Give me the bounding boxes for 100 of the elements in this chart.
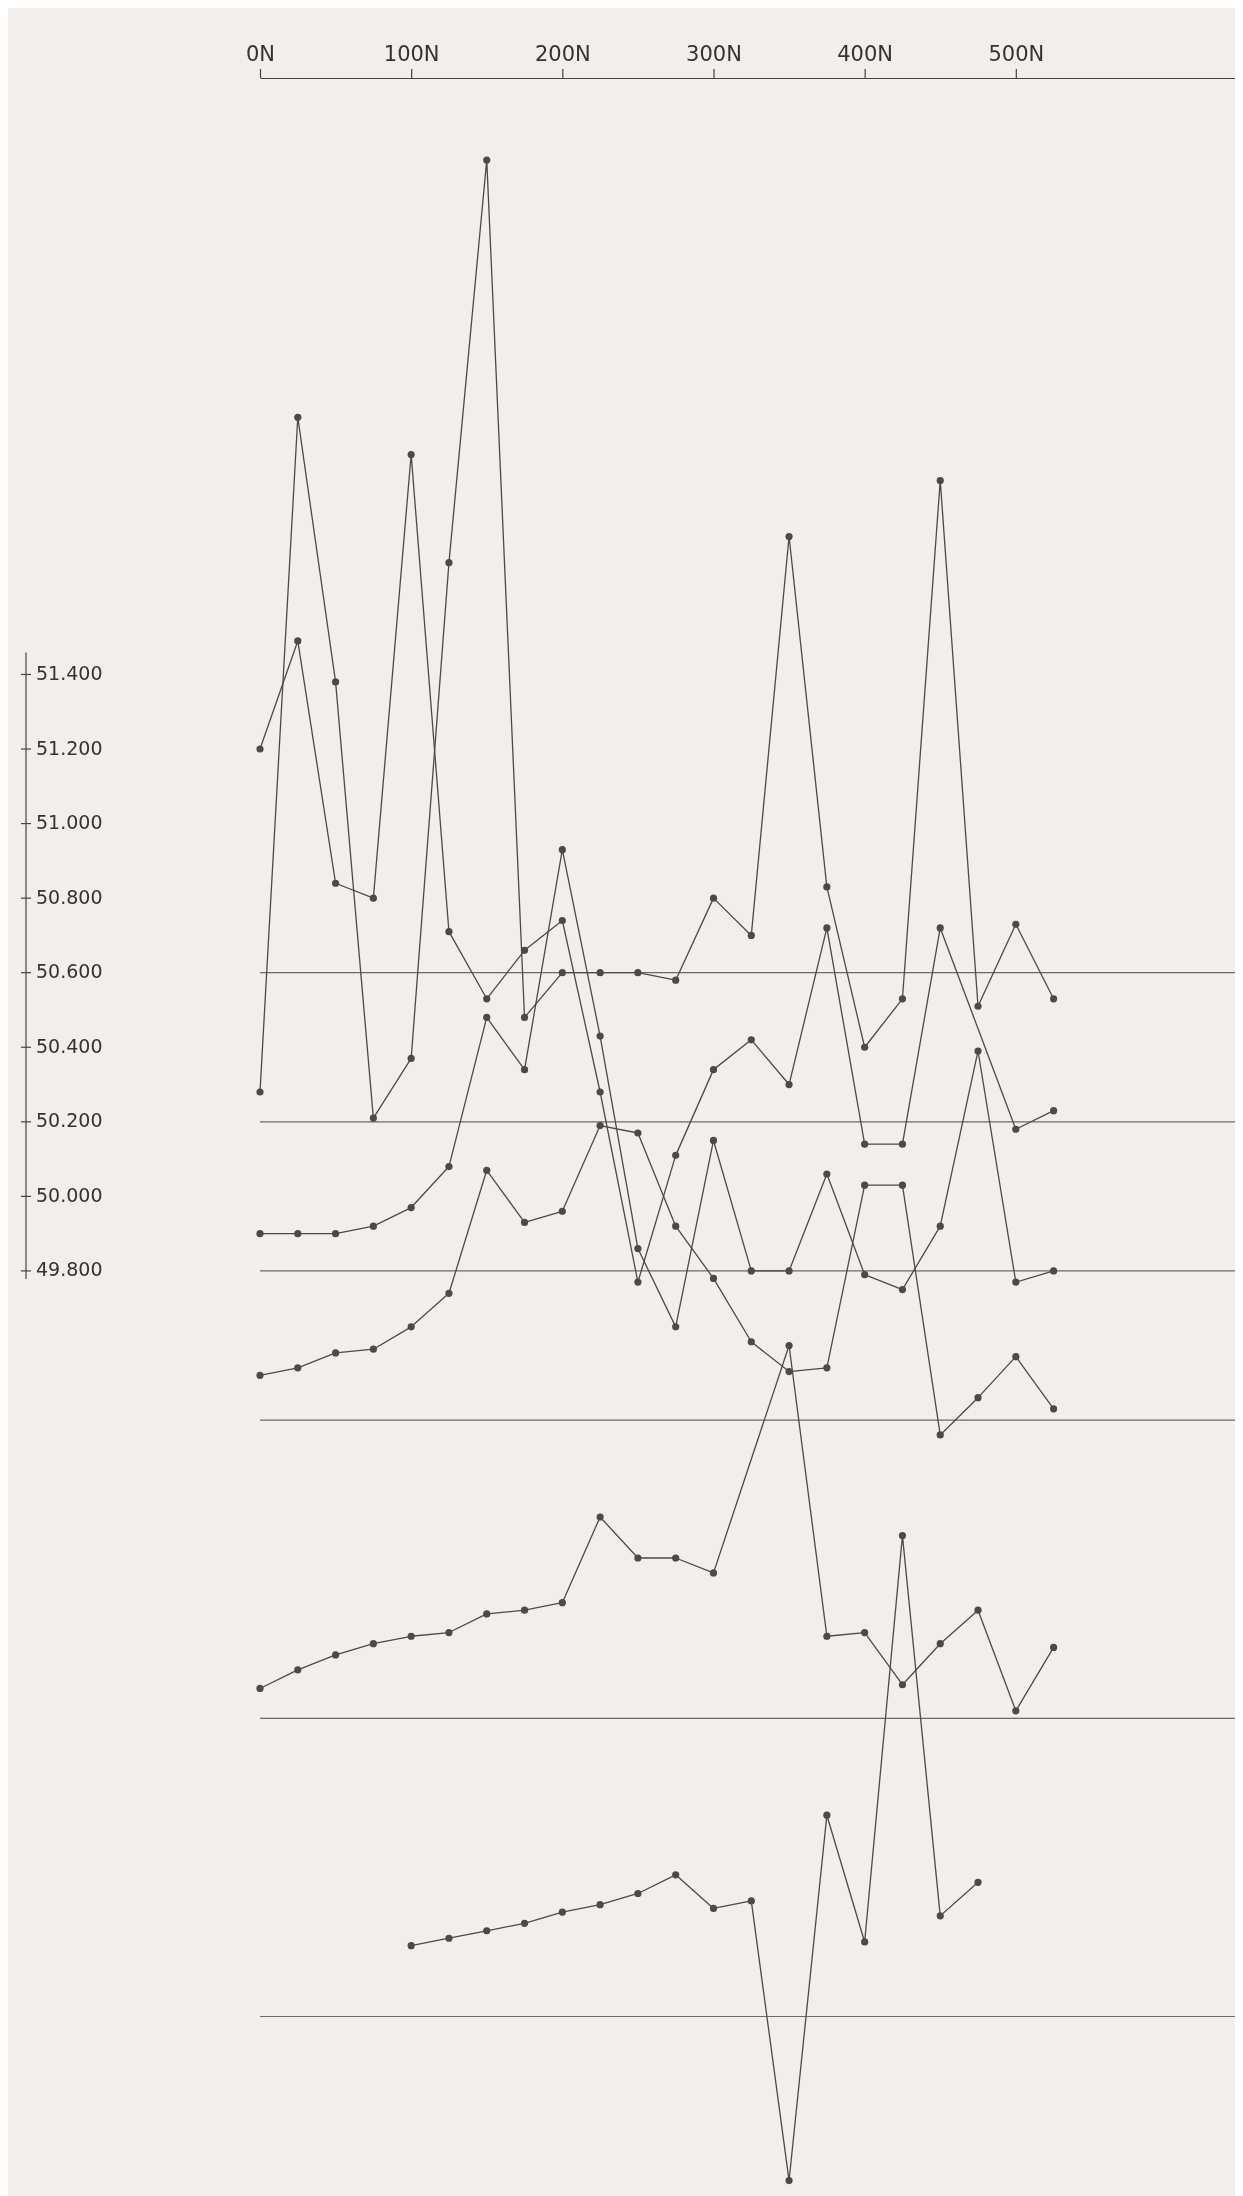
- point: [1050, 1643, 1058, 1652]
- point: [558, 1599, 566, 1607]
- point: [747, 1036, 755, 1044]
- point: [709, 894, 718, 902]
- y-tick-label: 50.400: [36, 1034, 103, 1057]
- point: [294, 1230, 302, 1238]
- point: [936, 924, 944, 932]
- point: [974, 1394, 982, 1402]
- point: [407, 1203, 415, 1212]
- point: [709, 1904, 718, 1913]
- point: [483, 1927, 491, 1935]
- point: [785, 1267, 793, 1275]
- point: [483, 995, 491, 1003]
- x-tick-label: 0N: [245, 42, 276, 66]
- point: [520, 1066, 529, 1074]
- point: [785, 2176, 793, 2185]
- point: [596, 1121, 604, 1130]
- point: [407, 450, 415, 459]
- point: [898, 995, 907, 1003]
- point: [407, 1323, 415, 1331]
- point: [936, 1431, 944, 1439]
- point: [823, 924, 831, 932]
- point: [898, 1285, 907, 1294]
- point: [672, 976, 680, 984]
- point: [823, 1364, 831, 1372]
- point: [861, 1271, 869, 1279]
- point: [369, 1345, 377, 1353]
- x-tick-label: 200N: [534, 42, 591, 66]
- point: [823, 1811, 831, 1819]
- point: [861, 1938, 869, 1946]
- point: [596, 1513, 604, 1521]
- y-tick-label: 50.800: [36, 885, 103, 908]
- y-tick-label: 50.000: [36, 1183, 103, 1206]
- point: [709, 1569, 718, 1577]
- point: [974, 1047, 982, 1055]
- point: [1050, 1267, 1058, 1275]
- point: [407, 1942, 415, 1950]
- point: [634, 969, 642, 977]
- point: [974, 1606, 982, 1614]
- y-tick-label: 50.600: [36, 960, 103, 983]
- point: [747, 1338, 755, 1346]
- point: [672, 1323, 680, 1331]
- point: [256, 1371, 264, 1379]
- point: [823, 1170, 831, 1178]
- point: [634, 1244, 642, 1253]
- y-tick-label: 51.000: [36, 811, 103, 834]
- point: [747, 1897, 755, 1905]
- point: [672, 1871, 680, 1879]
- point: [634, 1278, 642, 1286]
- point: [294, 413, 302, 421]
- x-tick-label: 100N: [383, 42, 440, 66]
- point: [709, 1274, 718, 1282]
- point: [558, 846, 566, 854]
- point: [596, 969, 604, 977]
- point: [1012, 1353, 1020, 1361]
- point: [898, 1140, 907, 1148]
- point: [823, 1632, 831, 1640]
- x-tick-label: 400N: [837, 42, 894, 66]
- point: [445, 559, 453, 567]
- point: [256, 1230, 264, 1238]
- point: [520, 1919, 529, 1927]
- point: [1012, 920, 1020, 928]
- point: [1012, 1278, 1020, 1286]
- point: [936, 1222, 944, 1230]
- point: [898, 1532, 907, 1540]
- point: [520, 946, 529, 954]
- point: [558, 1207, 566, 1215]
- point: [331, 1230, 340, 1238]
- point: [747, 931, 755, 940]
- point: [785, 1080, 793, 1089]
- point: [861, 1140, 869, 1148]
- point: [256, 745, 264, 753]
- point: [369, 1640, 377, 1648]
- point: [596, 1901, 604, 1909]
- point: [483, 1166, 491, 1174]
- point: [520, 1218, 529, 1227]
- point: [331, 1651, 340, 1659]
- point: [709, 1066, 718, 1074]
- point: [331, 879, 340, 887]
- point: [445, 1162, 453, 1171]
- point: [520, 1013, 529, 1022]
- point: [898, 1681, 907, 1689]
- point: [369, 894, 377, 902]
- point: [483, 1013, 491, 1022]
- point: [1012, 1707, 1020, 1715]
- point: [331, 1349, 340, 1357]
- point: [1050, 1107, 1058, 1115]
- point: [294, 1364, 302, 1372]
- point: [785, 532, 793, 541]
- point: [558, 1908, 566, 1916]
- y-tick-label: 51.200: [36, 736, 103, 759]
- point: [785, 1341, 793, 1350]
- point: [331, 678, 340, 686]
- point: [520, 1606, 529, 1614]
- point: [445, 1289, 453, 1297]
- point: [634, 1889, 642, 1898]
- point: [861, 1043, 869, 1051]
- y-tick-label: 49.800: [36, 1258, 103, 1281]
- point: [936, 477, 944, 485]
- point: [1050, 1405, 1058, 1413]
